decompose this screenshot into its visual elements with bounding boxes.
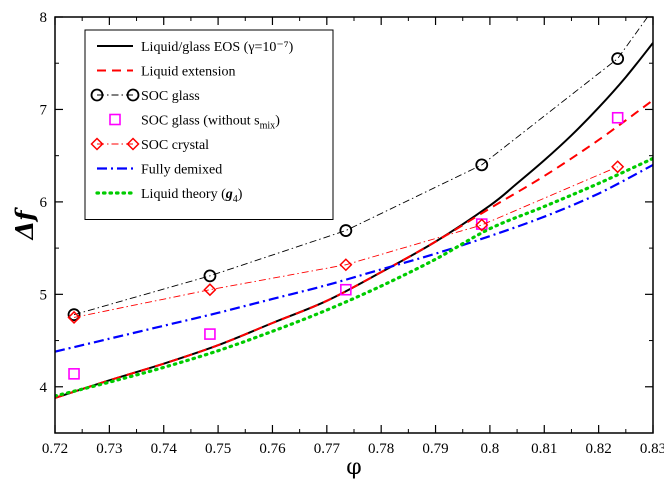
series-5: [55, 163, 653, 353]
legend-label: SOC glass (without smix): [141, 114, 280, 132]
data-point: [475, 218, 489, 232]
x-tick-label: 0.82: [586, 441, 612, 457]
data-point: [203, 269, 217, 283]
y-tick-label: 7: [40, 102, 48, 118]
legend-label-text: Liquid theory (: [141, 187, 226, 202]
x-tick-label: 0.78: [368, 441, 394, 457]
legend-label: Liquid extension: [141, 65, 236, 80]
legend: Liquid/glass EOS (γ=10⁻⁷) Liquid extensio…: [84, 29, 334, 220]
legend-label-text: Liquid/glass EOS (γ=10⁻⁷): [141, 40, 294, 55]
data-point: [68, 368, 80, 380]
legend-label-suffix: ): [275, 114, 280, 129]
legend-label-italic: g: [225, 187, 233, 202]
legend-marker: [90, 137, 104, 151]
legend-label: SOC crystal: [141, 138, 209, 153]
y-tick-label: 8: [40, 10, 48, 26]
legend-item: Fully demixed: [97, 163, 222, 178]
x-tick-label: 0.83: [640, 441, 664, 457]
data-point: [339, 258, 353, 272]
y-tick-label: 4: [40, 380, 48, 396]
y-tick-label: 5: [40, 287, 48, 303]
series-line: [55, 156, 653, 398]
x-tick-label: 0.73: [96, 441, 122, 457]
y-axis-title: Δf: [10, 207, 39, 241]
series-2: [67, 17, 648, 322]
data-point: [340, 283, 352, 296]
data-point: [611, 160, 625, 174]
legend-item: SOC crystal: [90, 137, 209, 153]
series-line: [55, 163, 653, 353]
data-point: [67, 310, 81, 325]
axes-layer: 0.72 0.73 0.74 0.75 0.76 0.77 0.78 0.79 0.8 0.81 0…: [40, 10, 664, 457]
series-line: [73, 166, 618, 318]
legend-label-text: SOC glass (without s: [141, 114, 260, 129]
legend-label-text: SOC glass: [141, 89, 200, 104]
legend-item: Liquid/glass EOS (γ=10⁻⁷): [97, 40, 294, 55]
x-tick-label: 0.77: [314, 441, 341, 457]
series-line: [73, 17, 648, 316]
data-point: [67, 308, 81, 322]
legend-label-text: SOC crystal: [141, 138, 209, 153]
series-6: [55, 156, 653, 398]
legend-label-subscript: 4: [233, 194, 238, 205]
legend-item: Liquid theory (g4): [95, 187, 243, 205]
series-line: [55, 99, 653, 399]
x-axis-title: φ: [346, 455, 361, 480]
legend-marker: [126, 88, 140, 102]
x-tick-label: 0.8: [481, 441, 500, 457]
legend-marker: [126, 137, 140, 151]
legend-marker: [90, 88, 104, 102]
legend-label-suffix: ): [238, 187, 243, 202]
legend-marker: [109, 113, 121, 126]
data-point: [203, 283, 217, 297]
data-point: [204, 328, 216, 340]
legend-label: Liquid/glass EOS (γ=10⁻⁷): [141, 40, 294, 55]
legend-label-subscript: mix: [260, 121, 276, 132]
series-layer: [55, 17, 653, 399]
legend-label-text: Fully demixed: [141, 163, 222, 178]
legend-box: [84, 29, 334, 220]
data-point: [339, 224, 353, 237]
data-point: [611, 52, 625, 65]
legend-label-text: Liquid extension: [141, 65, 236, 80]
x-tick-label: 0.76: [259, 441, 286, 457]
data-point: [475, 158, 489, 172]
legend-item: Liquid extension: [97, 65, 236, 80]
x-tick-label: 0.72: [42, 441, 68, 457]
legend-item: SOC glass (without smix): [109, 113, 280, 132]
x-tick-label: 0.74: [151, 441, 178, 457]
x-tick-label: 0.75: [205, 441, 231, 457]
y-tick-label: 6: [40, 195, 48, 211]
legend-item: SOC glass: [90, 88, 200, 104]
legend-label: Liquid theory (g4): [141, 187, 243, 205]
data-point: [611, 111, 624, 124]
x-tick-label: 0.79: [422, 441, 448, 457]
legend-label: Fully demixed: [141, 163, 222, 178]
series-4: [67, 160, 625, 325]
series-1: [55, 99, 653, 399]
x-tick-label: 0.81: [531, 441, 557, 457]
legend-label: SOC glass: [141, 89, 200, 104]
